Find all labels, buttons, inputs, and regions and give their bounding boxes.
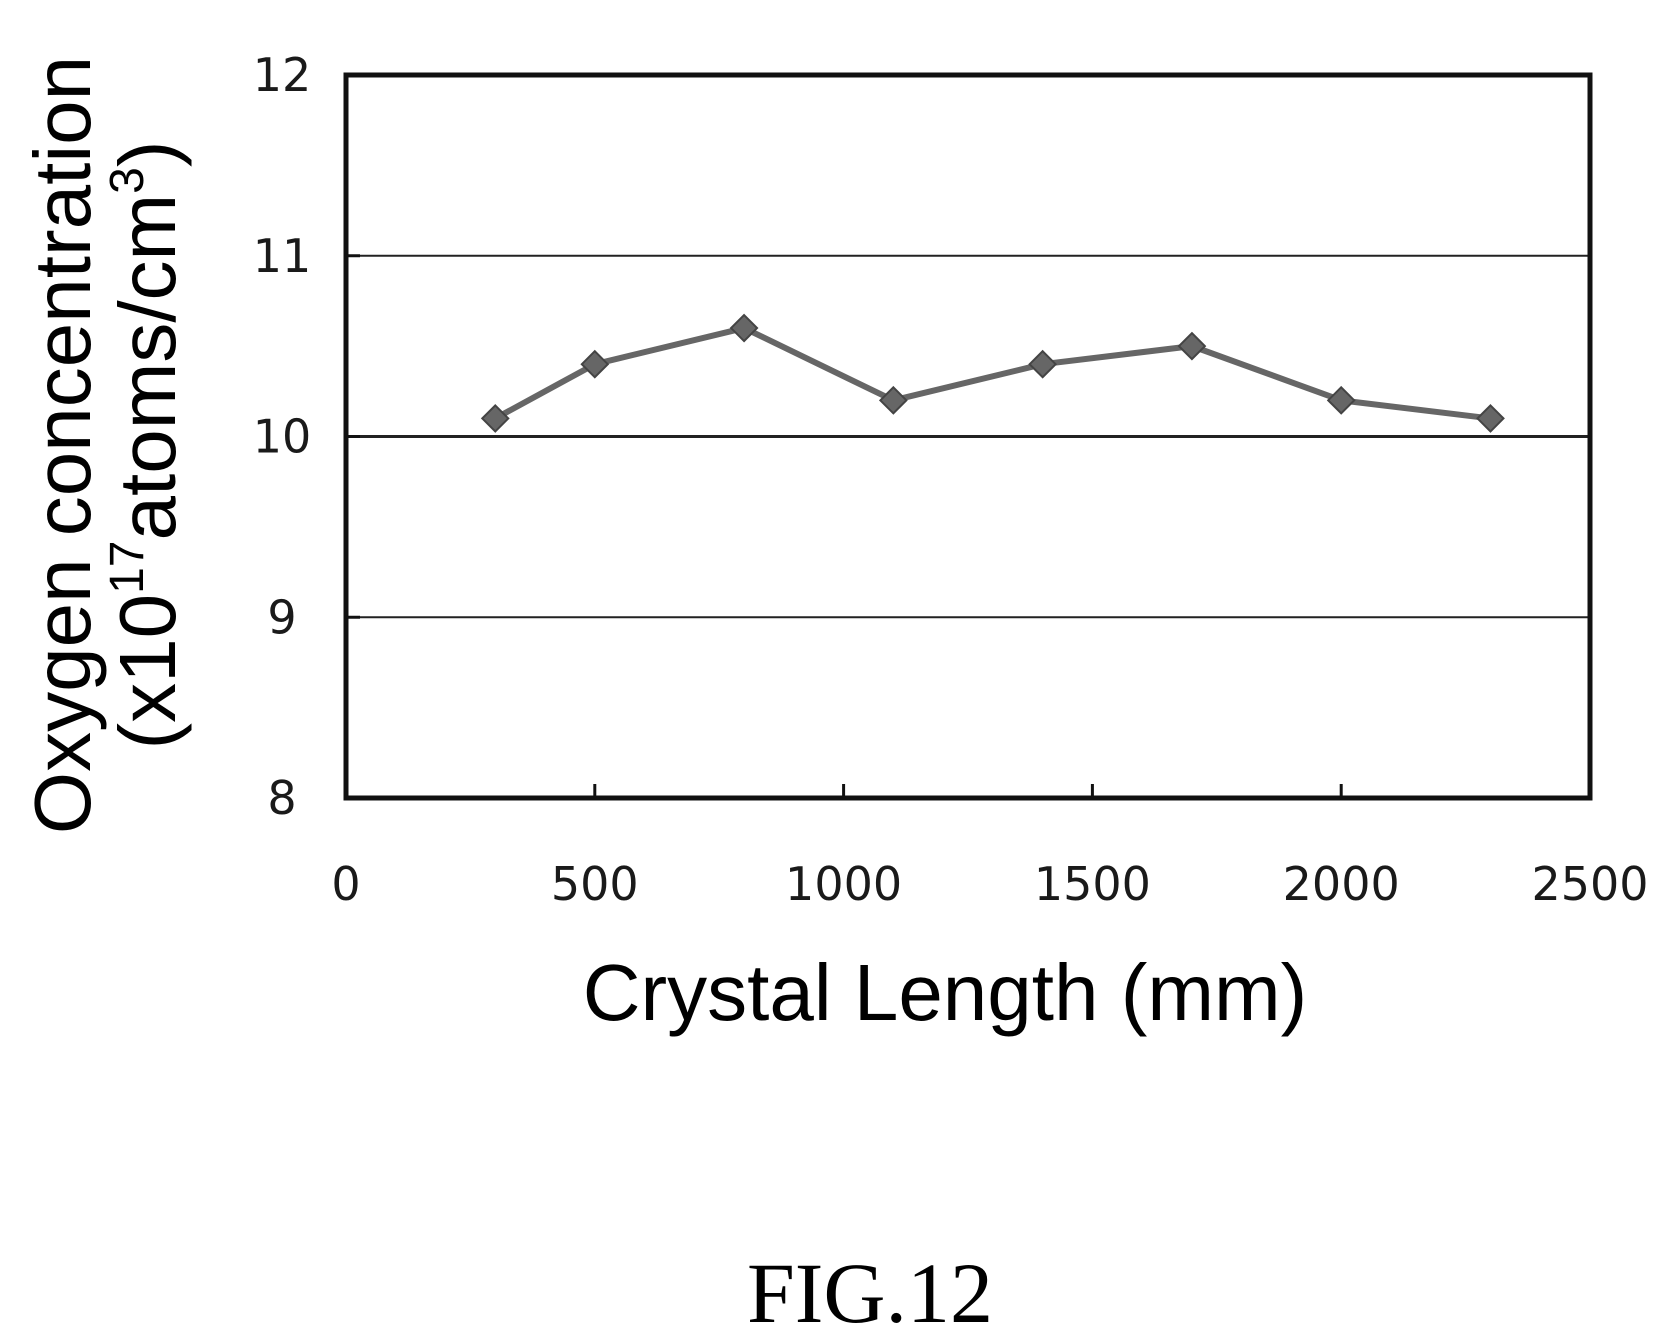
data-point bbox=[729, 313, 759, 343]
data-point bbox=[480, 404, 510, 433]
x-tick-label: 1500 bbox=[1034, 857, 1151, 911]
data-series bbox=[480, 313, 1505, 433]
series-line bbox=[493, 325, 1491, 422]
x-tick-label: 500 bbox=[551, 857, 639, 911]
y-axis-title-prefix: (x10 bbox=[103, 594, 192, 750]
x-tick-label: 2000 bbox=[1283, 857, 1400, 911]
y-axis-title: Oxygen concentration (x1017atoms/cm3) bbox=[18, 56, 192, 834]
x-axis-title: Crystal Length (mm) bbox=[583, 948, 1308, 1037]
y-axis-title-line1: Oxygen concentration bbox=[18, 56, 107, 834]
y-axis-title-unit: atoms/cm bbox=[103, 194, 192, 541]
y-tick-label: 11 bbox=[253, 229, 312, 283]
y-tick-label: 9 bbox=[267, 590, 296, 644]
x-tick-label: 2500 bbox=[1531, 857, 1648, 911]
y-tick-label: 10 bbox=[253, 410, 312, 464]
y-axis-title-suffix: ) bbox=[103, 140, 192, 167]
data-point bbox=[1326, 385, 1356, 415]
grid-lines bbox=[346, 254, 1590, 619]
axis-ticks: 8 9 10 11 12 0 500 1000 1500 2000 2500 bbox=[253, 48, 1649, 911]
y-axis-title-line2: (x1017atoms/cm3) bbox=[101, 140, 192, 749]
data-point bbox=[1028, 349, 1058, 379]
data-point bbox=[1476, 404, 1505, 433]
y-axis-title-exponent: 17 bbox=[101, 541, 154, 594]
data-point bbox=[1177, 331, 1207, 361]
x-tick-label: 0 bbox=[331, 857, 360, 911]
y-axis-title-exponent2: 3 bbox=[101, 167, 154, 194]
y-tick-label: 8 bbox=[267, 771, 296, 825]
figure-label: FIG.12 bbox=[747, 1245, 993, 1335]
y-tick-label: 12 bbox=[253, 48, 312, 102]
data-point bbox=[878, 385, 908, 415]
x-tick-label: 1000 bbox=[785, 857, 902, 911]
data-point bbox=[580, 349, 610, 379]
